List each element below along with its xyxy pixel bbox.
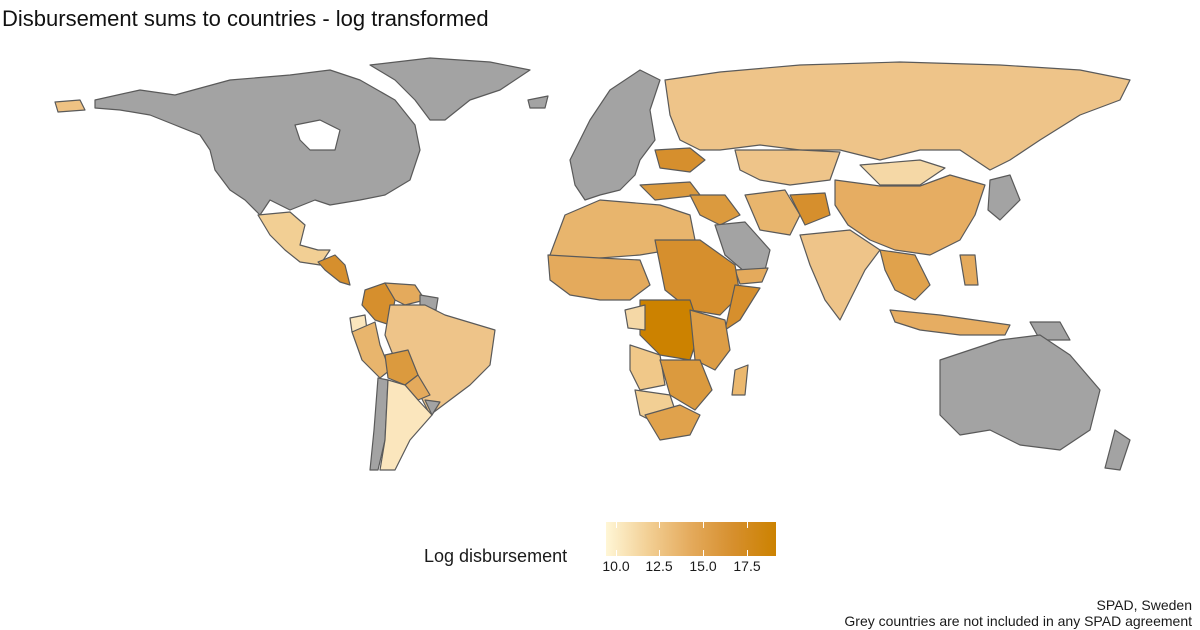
caption-source: SPAD, Sweden [1096, 597, 1192, 613]
philippines [959, 254, 979, 286]
legend-tick-label: 10.0 [602, 558, 630, 574]
australia [939, 334, 1101, 451]
ukraine [654, 147, 706, 173]
legend-tick [747, 522, 748, 528]
southeast-asia [879, 249, 931, 301]
iran [744, 189, 801, 236]
japan-korea [987, 174, 1021, 221]
legend-tick-label: 15.0 [689, 558, 717, 574]
legend-tick [703, 522, 704, 528]
legend-tick [659, 550, 660, 556]
south-africa [644, 404, 701, 441]
mexico [257, 211, 331, 266]
yemen [734, 267, 769, 285]
middle-east [689, 194, 741, 226]
gabon-congo [624, 304, 646, 331]
india [799, 229, 881, 321]
kazakhstan [734, 149, 841, 186]
legend-gradient-bar: 10.0 12.5 15.0 17.5 [602, 522, 776, 574]
legend-tick [747, 550, 748, 556]
mongolia [859, 159, 946, 186]
madagascar [731, 364, 749, 396]
afghanistan [789, 192, 831, 226]
legend-tick-label: 17.5 [733, 558, 761, 574]
greenland-grey [369, 57, 531, 121]
central-america [317, 254, 351, 286]
peru [351, 321, 391, 379]
angola [629, 344, 666, 391]
new-zealand [1104, 429, 1131, 471]
legend-tick-label: 12.5 [645, 558, 673, 574]
somalia [724, 284, 761, 331]
legend-title: Log disbursement [424, 546, 568, 566]
uruguay [424, 399, 441, 416]
chart-title: Disbursement sums to countries - log tra… [2, 6, 489, 31]
indonesia [889, 309, 1011, 336]
argentina [379, 379, 433, 471]
russia [664, 61, 1131, 171]
north-america-grey [94, 69, 421, 216]
legend-tick [659, 522, 660, 528]
legend-tick [703, 550, 704, 556]
legend-tick [616, 550, 617, 556]
chukotka [54, 99, 86, 113]
china [834, 174, 986, 256]
zambia-mozambique [659, 359, 713, 411]
west-africa [547, 254, 651, 301]
east-africa [689, 309, 731, 371]
caption-note: Grey countries are not included in any S… [844, 613, 1192, 629]
legend-tick [616, 522, 617, 528]
europe-grey [569, 69, 661, 201]
iceland [527, 95, 549, 109]
venezuela [384, 282, 426, 306]
